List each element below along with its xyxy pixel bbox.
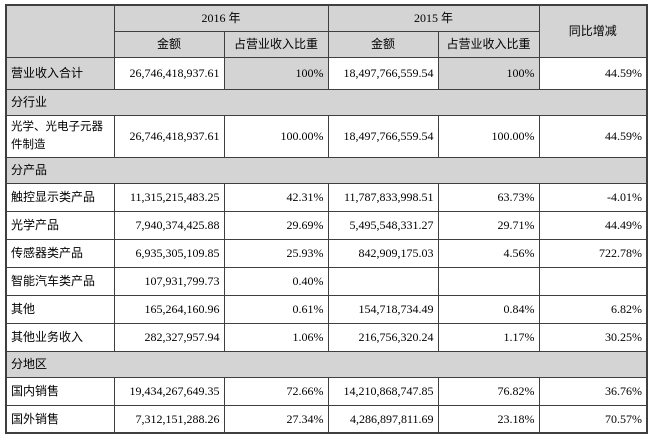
cell-ratio-2015: 29.71%: [437, 210, 540, 240]
cell-amount-2015: 4,286,897,811.69: [327, 404, 439, 434]
cell-yoy: -4.01%: [538, 182, 648, 212]
cell-ratio-2016: 0.40%: [223, 266, 329, 296]
table-row: 其他 165,264,160.96 0.61% 154,718,734.49 0…: [5, 294, 648, 324]
table-row: 光学、光电子元器件制造 26,746,418,937.61 100.00% 18…: [5, 114, 648, 158]
cell-ratio-2016: 1.06%: [223, 322, 329, 352]
row-label: 国外销售: [5, 404, 115, 434]
cell-ratio-2016: 25.93%: [223, 238, 329, 268]
cell-yoy: 70.57%: [538, 404, 648, 434]
section-row-region: 分地区: [5, 350, 648, 378]
row-label: 国内销售: [5, 376, 115, 406]
cell-amount-2016: 6,935,305,109.85: [113, 238, 225, 268]
cell-amount-2015: 14,210,868,747.85: [327, 376, 439, 406]
row-label: 传感器类产品: [5, 238, 115, 268]
table-row: 其他业务收入 282,327,957.94 1.06% 216,756,320.…: [5, 322, 648, 352]
table-row-total: 营业收入合计 26,746,418,937.61 100% 18,497,766…: [5, 56, 648, 90]
cell-yoy: 722.78%: [538, 238, 648, 268]
row-label: 光学产品: [5, 210, 115, 240]
cell-ratio-2016: 100.00%: [223, 114, 329, 158]
cell-amount-2015: 154,718,734.49: [327, 294, 439, 324]
cell-amount-2015: 5,495,548,331.27: [327, 210, 439, 240]
row-label: 触控显示类产品: [5, 182, 115, 212]
cell-amount-2016: 19,434,267,649.35: [113, 376, 225, 406]
section-row-industry: 分行业: [5, 88, 648, 116]
row-label: 其他: [5, 294, 115, 324]
row-label: 光学、光电子元器件制造: [5, 114, 115, 158]
header-year-2015: 2015 年: [327, 4, 540, 32]
corner-cell: [5, 4, 115, 58]
cell-ratio-2015: 23.18%: [437, 404, 540, 434]
header-yoy: 同比增减: [538, 4, 648, 58]
cell-yoy: [538, 266, 648, 296]
cell-amount-2015: 216,756,320.24: [327, 322, 439, 352]
header-row-years: 2016 年 2015 年 同比增减: [5, 4, 648, 58]
row-label: 营业收入合计: [5, 56, 115, 90]
cell-yoy: 30.25%: [538, 322, 648, 352]
cell-ratio-2016: 29.69%: [223, 210, 329, 240]
cell-ratio-2016: 42.31%: [223, 182, 329, 212]
cell-amount-2016: 282,327,957.94: [113, 322, 225, 352]
row-label: 智能汽车类产品: [5, 266, 115, 296]
cell-amount-2016: 11,315,215,483.25: [113, 182, 225, 212]
cell-yoy: 44.49%: [538, 210, 648, 240]
cell-ratio-2015: 4.56%: [437, 238, 540, 268]
header-amount-2015: 金额: [327, 30, 439, 58]
cell-amount-2016: 7,312,151,288.26: [113, 404, 225, 434]
cell-amount-2016: 165,264,160.96: [113, 294, 225, 324]
section-label: 分行业: [5, 88, 648, 116]
section-label: 分产品: [5, 156, 648, 184]
revenue-breakdown-table: 2016 年 2015 年 同比增减 金额 占营业收入比重 金额 占营业收入比重…: [5, 4, 649, 434]
cell-yoy: 44.59%: [538, 56, 648, 90]
cell-amount-2015: 18,497,766,559.54: [327, 114, 439, 158]
cell-ratio-2016: 27.34%: [223, 404, 329, 434]
cell-amount-2016: 26,746,418,937.61: [113, 56, 225, 90]
table-row: 传感器类产品 6,935,305,109.85 25.93% 842,909,1…: [5, 238, 648, 268]
header-year-2016: 2016 年: [113, 4, 329, 32]
cell-ratio-2015: 0.84%: [437, 294, 540, 324]
cell-amount-2015: 11,787,833,998.51: [327, 182, 439, 212]
table-row: 国外销售 7,312,151,288.26 27.34% 4,286,897,8…: [5, 404, 648, 434]
cell-ratio-2015: [437, 266, 540, 296]
cell-amount-2016: 26,746,418,937.61: [113, 114, 225, 158]
cell-ratio-2015: 63.73%: [437, 182, 540, 212]
cell-yoy: 44.59%: [538, 114, 648, 158]
cell-ratio-2016: 0.61%: [223, 294, 329, 324]
cell-ratio-2015: 1.17%: [437, 322, 540, 352]
cell-ratio-2015: 100.00%: [437, 114, 540, 158]
header-ratio-2016: 占营业收入比重: [223, 30, 329, 58]
cell-ratio-2016: 72.66%: [223, 376, 329, 406]
cell-yoy: 36.76%: [538, 376, 648, 406]
section-label: 分地区: [5, 350, 648, 378]
section-row-product: 分产品: [5, 156, 648, 184]
cell-amount-2015: 18,497,766,559.54: [327, 56, 439, 90]
table-row: 国内销售 19,434,267,649.35 72.66% 14,210,868…: [5, 376, 648, 406]
cell-ratio-2016: 100%: [223, 56, 329, 90]
cell-amount-2015: 842,909,175.03: [327, 238, 439, 268]
row-label: 其他业务收入: [5, 322, 115, 352]
header-amount-2016: 金额: [113, 30, 225, 58]
table-row: 光学产品 7,940,374,425.88 29.69% 5,495,548,3…: [5, 210, 648, 240]
cell-ratio-2015: 100%: [437, 56, 540, 90]
header-ratio-2015: 占营业收入比重: [437, 30, 540, 58]
cell-amount-2016: 7,940,374,425.88: [113, 210, 225, 240]
cell-amount-2016: 107,931,799.73: [113, 266, 225, 296]
cell-yoy: 6.82%: [538, 294, 648, 324]
cell-amount-2015: [327, 266, 439, 296]
table-row: 触控显示类产品 11,315,215,483.25 42.31% 11,787,…: [5, 182, 648, 212]
cell-ratio-2015: 76.82%: [437, 376, 540, 406]
header-row-subcolumns: 金额 占营业收入比重 金额 占营业收入比重: [6, 30, 647, 58]
table-row: 智能汽车类产品 107,931,799.73 0.40%: [5, 266, 648, 296]
